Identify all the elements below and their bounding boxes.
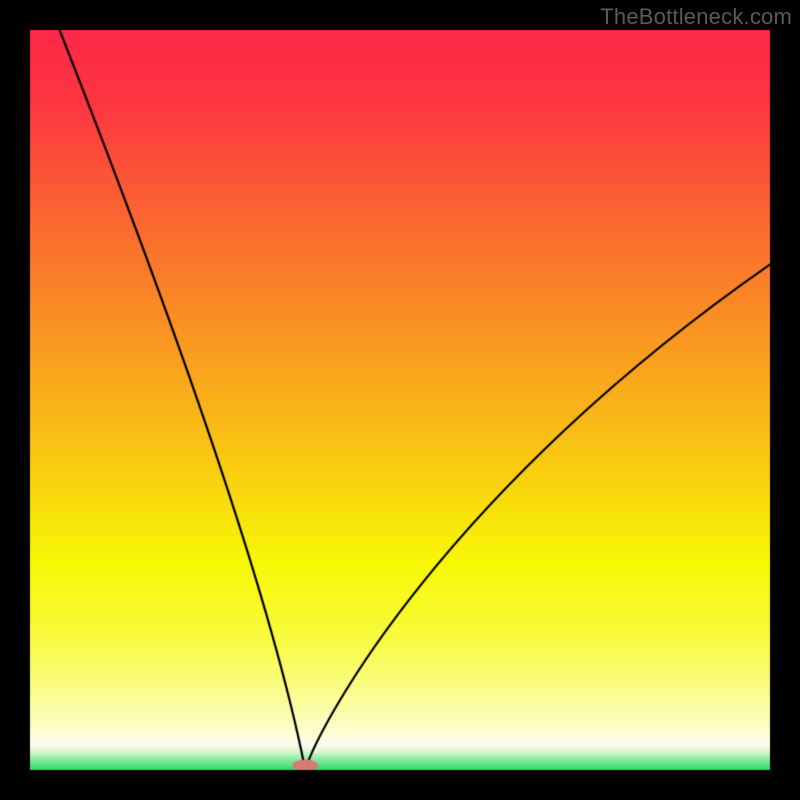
chart-container: TheBottleneck.com	[0, 0, 800, 800]
bottleneck-chart-canvas	[0, 0, 800, 800]
watermark-text: TheBottleneck.com	[600, 4, 792, 30]
